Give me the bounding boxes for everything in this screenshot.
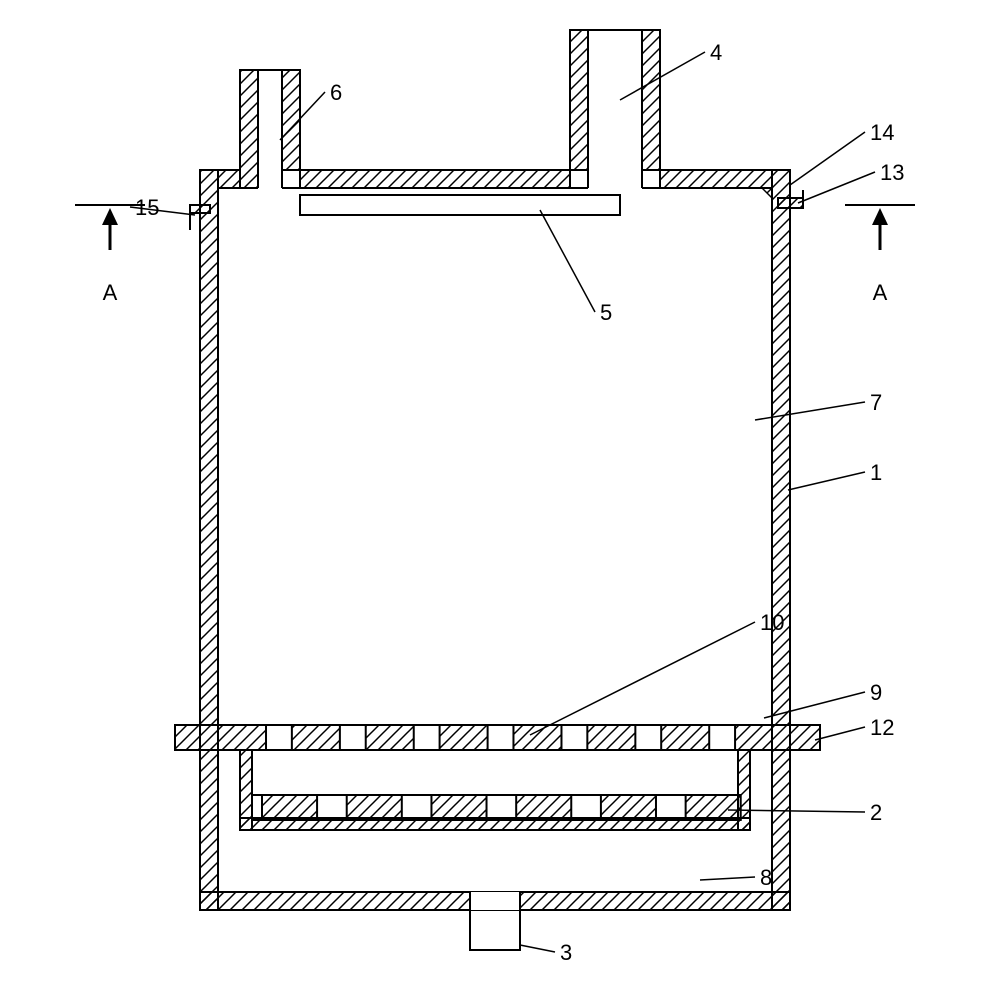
label-12: 12 (870, 715, 894, 740)
label-3: 3 (560, 940, 572, 965)
label-1: 1 (870, 460, 882, 485)
label-4: 4 (710, 40, 722, 65)
diagram-container: AA1234567891012131415 (0, 0, 1000, 983)
engineering-diagram: AA1234567891012131415 (0, 0, 1000, 983)
svg-text:A: A (103, 280, 118, 305)
label-6: 6 (330, 80, 342, 105)
label-13: 13 (880, 160, 904, 185)
label-9: 9 (870, 680, 882, 705)
label-8: 8 (760, 865, 772, 890)
label-7: 7 (870, 390, 882, 415)
label-10: 10 (760, 610, 784, 635)
label-2: 2 (870, 800, 882, 825)
label-15: 15 (135, 195, 159, 220)
label-5: 5 (600, 300, 612, 325)
svg-text:A: A (873, 280, 888, 305)
label-14: 14 (870, 120, 894, 145)
